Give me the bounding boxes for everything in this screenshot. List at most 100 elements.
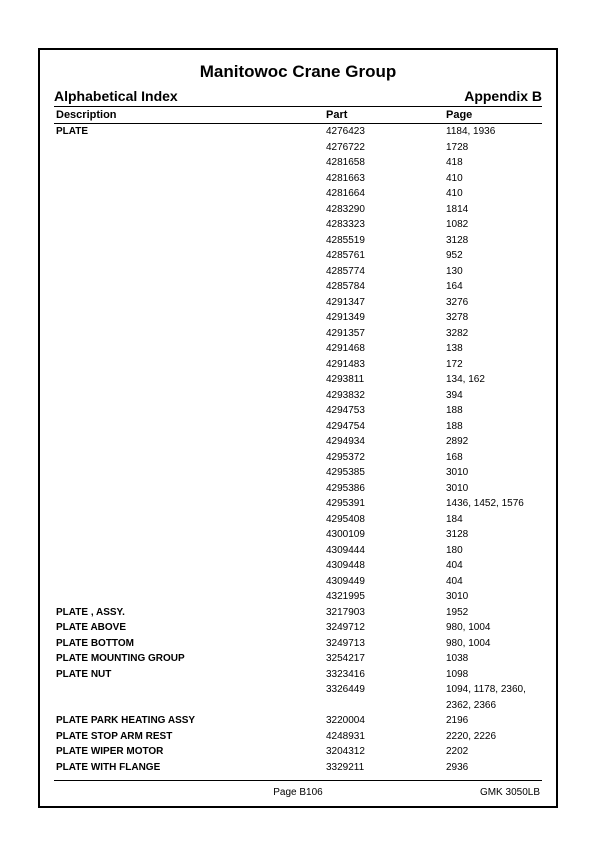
cell-page: 410: [446, 186, 542, 202]
cell-page: 184: [446, 512, 542, 528]
table-row: PLATE BOTTOM3249713980, 1004: [54, 636, 542, 652]
cell-part: 3323416: [326, 667, 446, 683]
table-row: PLATE WIPER MOTOR32043122202: [54, 744, 542, 760]
cell-part: 3249713: [326, 636, 446, 652]
cell-page: 138: [446, 341, 542, 357]
table-row: PLATE WITH FLANGE33292112936: [54, 760, 542, 775]
table-row: 42913493278: [54, 310, 542, 326]
table-row: 4295408184: [54, 512, 542, 528]
cell-description: [54, 310, 326, 326]
cell-part: 4295385: [326, 465, 446, 481]
cell-description: PLATE WITH FLANGE: [54, 760, 326, 775]
table-row: 42949342892: [54, 434, 542, 450]
table-row: 4291468138: [54, 341, 542, 357]
cell-page: 168: [446, 450, 542, 466]
table-row: 4309444180: [54, 543, 542, 559]
cell-description: [54, 372, 326, 388]
cell-part: 4285761: [326, 248, 446, 264]
cell-page: 3128: [446, 233, 542, 249]
table-row: 42855193128: [54, 233, 542, 249]
cell-page: 3010: [446, 589, 542, 605]
table-row: 4295372168: [54, 450, 542, 466]
table-row: 42953911436, 1452, 1576: [54, 496, 542, 512]
cell-description: [54, 589, 326, 605]
cell-description: PLATE ABOVE: [54, 620, 326, 636]
cell-description: PLATE NUT: [54, 667, 326, 683]
table-row: 4294754188: [54, 419, 542, 435]
cell-page: 1436, 1452, 1576: [446, 496, 542, 512]
cell-part: 4283290: [326, 202, 446, 218]
cell-page: 1038: [446, 651, 542, 667]
cell-part: 3329211: [326, 760, 446, 775]
cell-page: 188: [446, 419, 542, 435]
cell-page: 1098: [446, 667, 542, 683]
cell-page: 180: [446, 543, 542, 559]
table-row: 42833231082: [54, 217, 542, 233]
table-row: 4285784164: [54, 279, 542, 295]
cell-description: [54, 512, 326, 528]
cell-part: 4285774: [326, 264, 446, 280]
cell-description: [54, 434, 326, 450]
footer-left-spacer: [56, 787, 59, 798]
table-body: PLATE42764231184, 1936427672217284281658…: [54, 124, 542, 774]
cell-description: [54, 217, 326, 233]
cell-description: [54, 419, 326, 435]
page-frame: Manitowoc Crane Group Alphabetical Index…: [38, 48, 558, 808]
table-row: 42953853010: [54, 465, 542, 481]
cell-page: 3010: [446, 481, 542, 497]
cell-page: 2196: [446, 713, 542, 729]
cell-description: [54, 248, 326, 264]
cell-page: 3010: [446, 465, 542, 481]
table-row: 4293811134, 162: [54, 372, 542, 388]
cell-page: 418: [446, 155, 542, 171]
cell-page: 2220, 2226: [446, 729, 542, 745]
cell-part: 4309448: [326, 558, 446, 574]
cell-part: 3220004: [326, 713, 446, 729]
cell-description: [54, 357, 326, 373]
cell-page: 1184, 1936: [446, 124, 542, 140]
cell-page: 1082: [446, 217, 542, 233]
table-row: 4309448404: [54, 558, 542, 574]
cell-description: PLATE PARK HEATING ASSY: [54, 713, 326, 729]
col-header-part: Part: [326, 109, 446, 121]
table-row: 4281664410: [54, 186, 542, 202]
cell-part: 4291349: [326, 310, 446, 326]
cell-part: 4291347: [326, 295, 446, 311]
cell-page: 2202: [446, 744, 542, 760]
cell-part: 3326449: [326, 682, 446, 713]
cell-part: 4291468: [326, 341, 446, 357]
footer-model: GMK 3050LB: [480, 787, 540, 798]
cell-description: [54, 233, 326, 249]
cell-part: 3217903: [326, 605, 446, 621]
footer-page-number: Page B106: [40, 787, 556, 798]
cell-part: 4295372: [326, 450, 446, 466]
cell-page: 3276: [446, 295, 542, 311]
cell-page: 3128: [446, 527, 542, 543]
cell-page: 134, 162: [446, 372, 542, 388]
table-row: 42832901814: [54, 202, 542, 218]
table-row: 4293832394: [54, 388, 542, 404]
cell-part: 4276423: [326, 124, 446, 140]
cell-page: 1814: [446, 202, 542, 218]
table-row: 4285774130: [54, 264, 542, 280]
table-row: 33264491094, 1178, 2360, 2362, 2366: [54, 682, 542, 713]
cell-part: 4293832: [326, 388, 446, 404]
cell-page: 172: [446, 357, 542, 373]
cell-page: 394: [446, 388, 542, 404]
document-title: Manitowoc Crane Group: [54, 62, 542, 82]
col-header-page: Page: [446, 109, 542, 121]
cell-description: PLATE , ASSY.: [54, 605, 326, 621]
cell-description: [54, 202, 326, 218]
cell-part: 4291483: [326, 357, 446, 373]
table-row: PLATE NUT33234161098: [54, 667, 542, 683]
col-header-description: Description: [54, 109, 326, 121]
cell-part: 4248931: [326, 729, 446, 745]
table-row: PLATE42764231184, 1936: [54, 124, 542, 140]
cell-description: [54, 496, 326, 512]
cell-description: [54, 558, 326, 574]
cell-page: 410: [446, 171, 542, 187]
page-footer: Page B106 GMK 3050LB: [54, 781, 542, 806]
cell-part: 4285784: [326, 279, 446, 295]
cell-description: [54, 264, 326, 280]
subheader: Alphabetical Index Appendix B: [54, 88, 542, 104]
